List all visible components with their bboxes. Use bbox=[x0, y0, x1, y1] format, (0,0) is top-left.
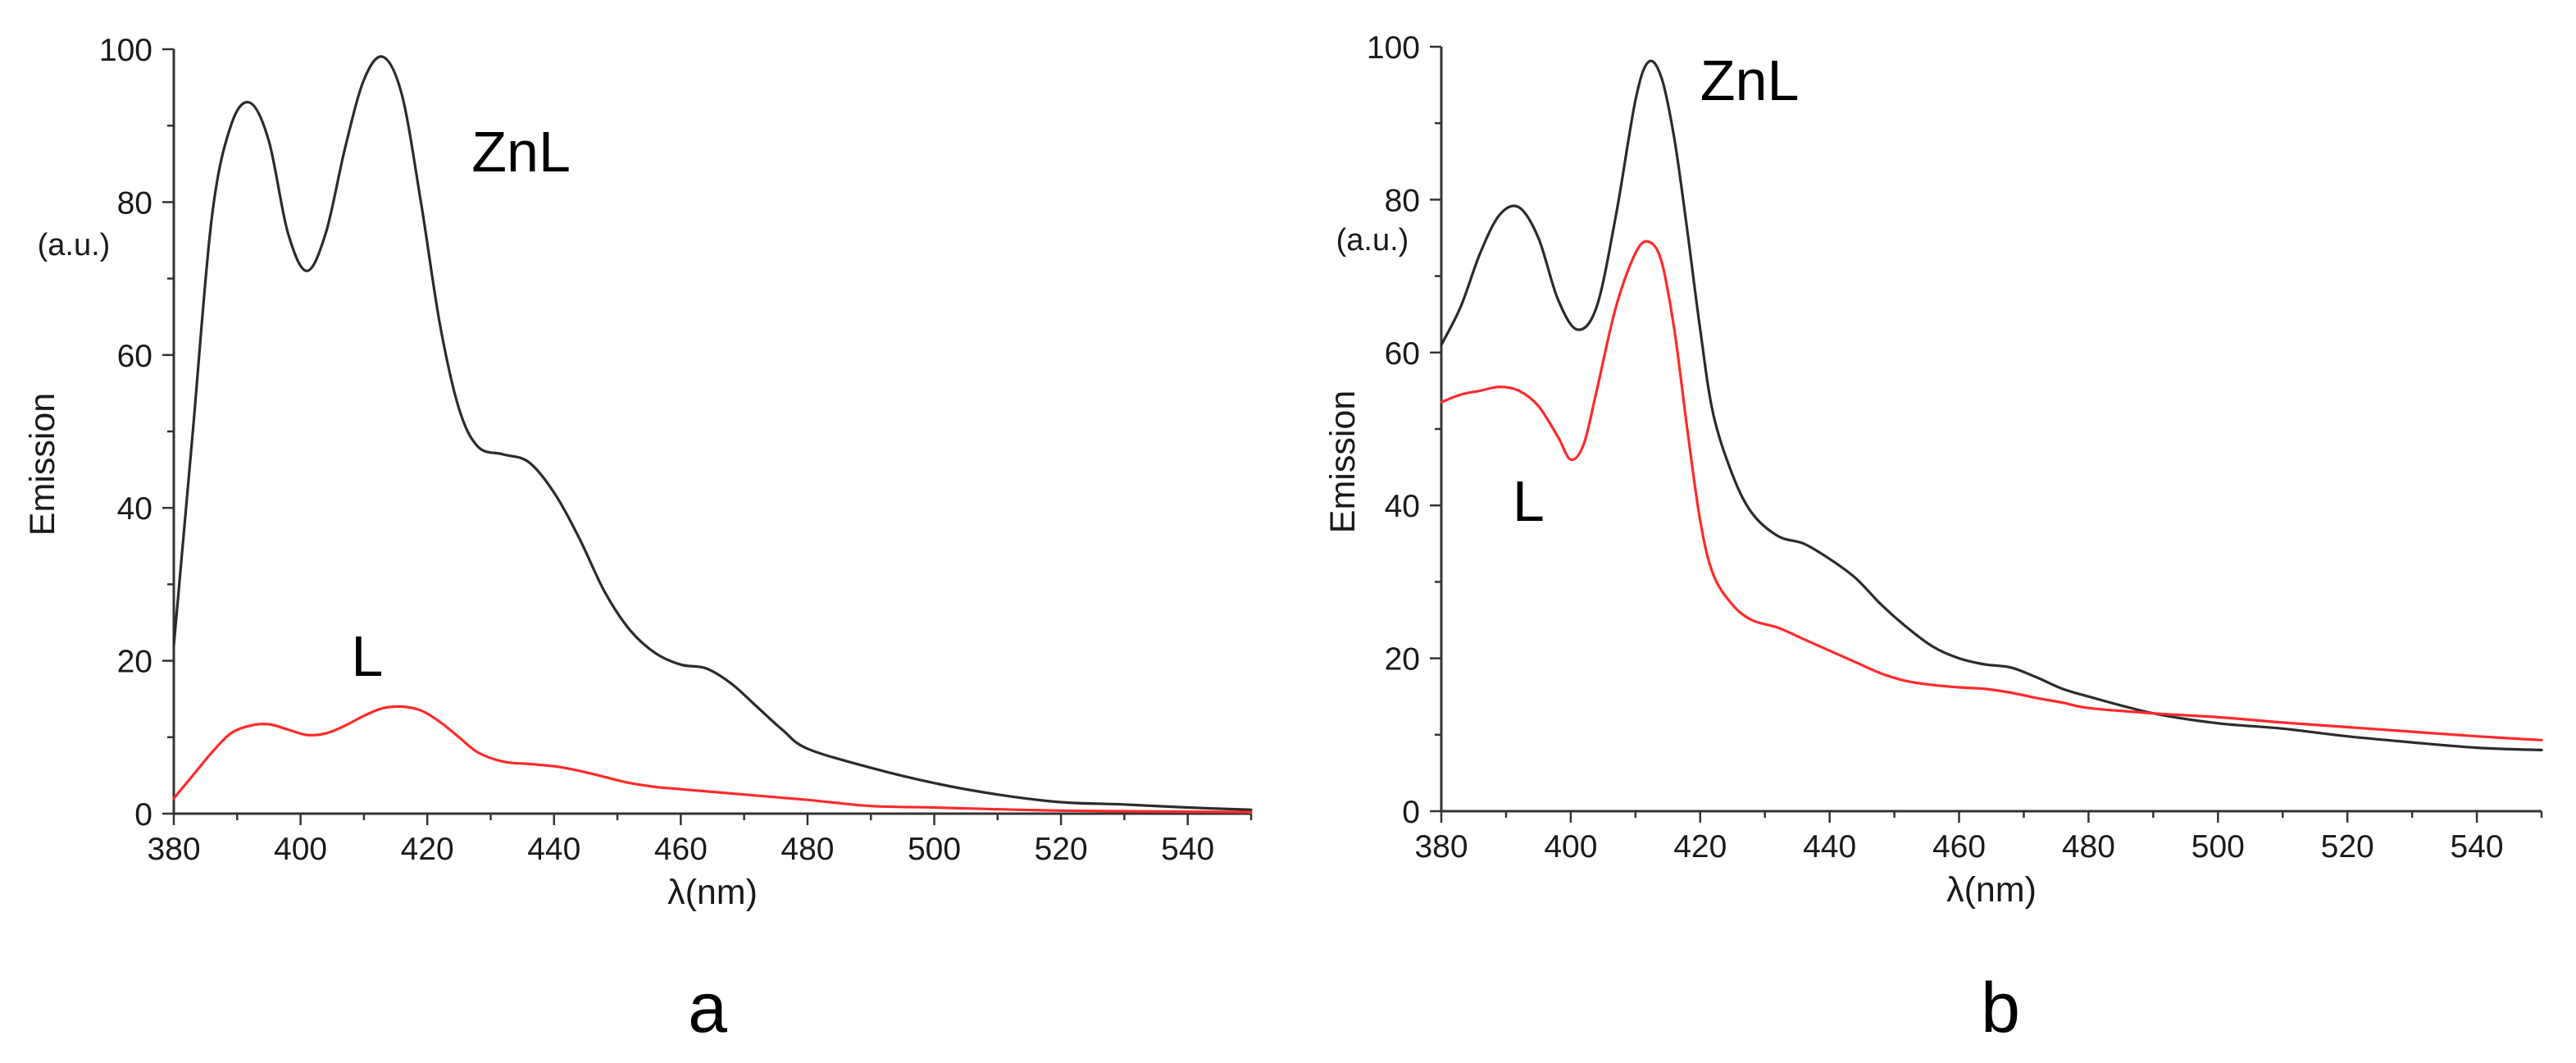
chart-panel-b: 380 400 420 440 460 480 500 520 540 0 20 40 60 80 100 λ… bbox=[1323, 30, 2543, 1047]
y-tick-label: 20 bbox=[1385, 642, 1420, 677]
x-tick-label: 460 bbox=[654, 832, 708, 867]
series-line-l bbox=[1440, 240, 2543, 741]
y-tick-label: 0 bbox=[1402, 795, 1420, 830]
y-tick-label: 80 bbox=[1385, 183, 1420, 218]
x-tick-label: 520 bbox=[2321, 829, 2374, 865]
y-tick-label: 100 bbox=[99, 33, 152, 68]
panel-label-b: b bbox=[1981, 969, 2020, 1047]
series-label-znl: ZnL bbox=[1700, 48, 1800, 112]
y-axis-title: Emission bbox=[1323, 390, 1363, 533]
y-tick-label: 40 bbox=[1385, 489, 1420, 524]
x-tick-label: 440 bbox=[1803, 829, 1856, 865]
y-tick-label: 40 bbox=[117, 491, 152, 527]
x-tick-label: 440 bbox=[527, 832, 580, 867]
x-tick-label: 540 bbox=[2451, 829, 2504, 865]
x-tick-label: 380 bbox=[147, 832, 200, 867]
x-tick-label: 420 bbox=[401, 832, 454, 867]
series-line-znl bbox=[1440, 59, 2543, 751]
x-tick-label: 520 bbox=[1035, 832, 1088, 867]
x-axis-title: λ(nm) bbox=[1946, 870, 2037, 910]
x-tick-label: 380 bbox=[1414, 829, 1468, 865]
x-tick-label: 500 bbox=[908, 832, 961, 867]
x-tick-label: 400 bbox=[1544, 829, 1597, 865]
x-tick-label: 480 bbox=[2062, 829, 2115, 865]
x-axis-title: λ(nm) bbox=[667, 873, 758, 912]
x-tick-label: 480 bbox=[781, 832, 834, 867]
series-line-l bbox=[172, 705, 1253, 814]
panel-label-a: a bbox=[688, 969, 727, 1047]
y-tick-label: 20 bbox=[117, 645, 152, 680]
series-line-znl bbox=[172, 55, 1253, 811]
series-label-znl: ZnL bbox=[471, 120, 571, 184]
y-axis-unit: (a.u.) bbox=[1336, 223, 1409, 258]
y-axis-unit: (a.u.) bbox=[38, 228, 111, 262]
x-tick-label: 400 bbox=[274, 832, 327, 867]
y-tick-label: 60 bbox=[1385, 336, 1420, 372]
x-tick-label: 460 bbox=[1932, 829, 1986, 865]
y-tick-label: 80 bbox=[117, 185, 152, 221]
chart-panel-a: 380 400 420 440 460 480 500 520 540 0 20 40 60 80 100 λ… bbox=[23, 33, 1253, 1047]
x-tick-label: 500 bbox=[2191, 829, 2245, 865]
y-axis-title: Emission bbox=[23, 393, 62, 536]
y-tick-label: 100 bbox=[1367, 30, 1420, 66]
series-label-l: L bbox=[351, 624, 383, 688]
series-label-l: L bbox=[1513, 469, 1545, 533]
x-tick-label: 540 bbox=[1161, 832, 1214, 867]
y-tick-label: 0 bbox=[134, 797, 152, 833]
x-tick-label: 420 bbox=[1673, 829, 1727, 865]
y-tick-label: 60 bbox=[117, 339, 152, 374]
